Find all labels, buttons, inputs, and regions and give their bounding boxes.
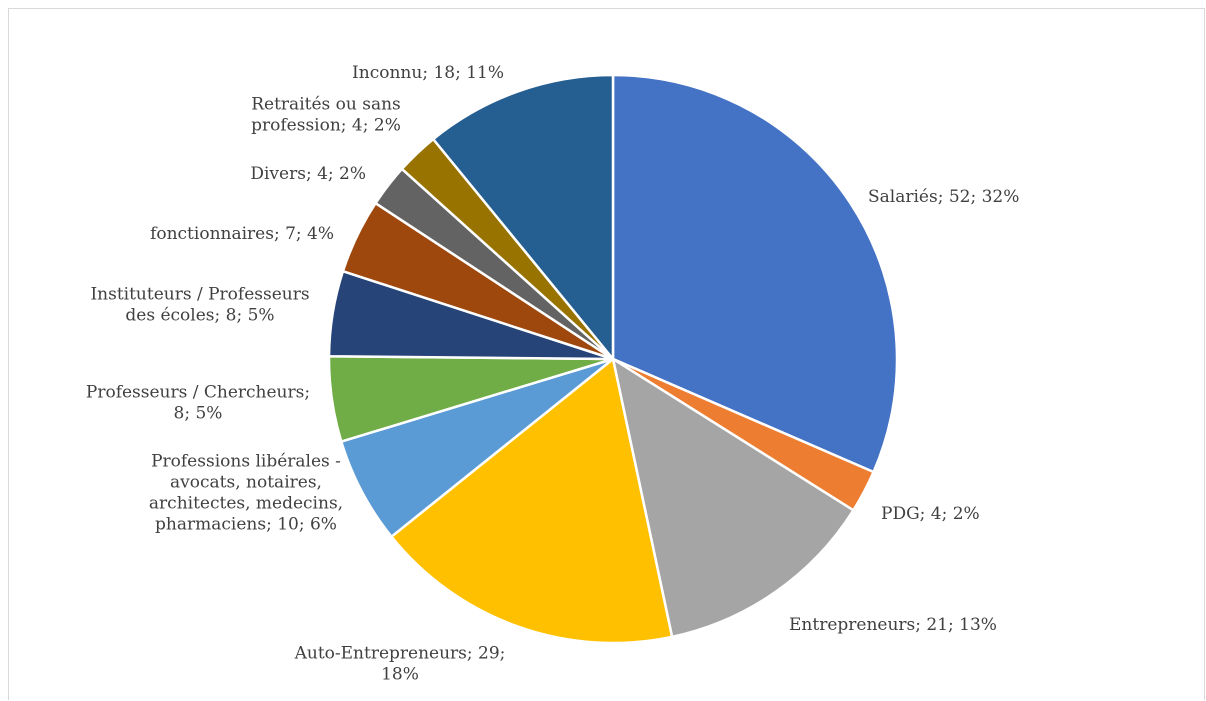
pie-slice-label-line: 18%: [381, 665, 419, 685]
pie-slice-label-line: Retraités ou sans: [251, 95, 401, 115]
pie-slice-label-3: Entrepreneurs; 21; 13%: [789, 615, 997, 635]
pie-slice-3: [611, 357, 855, 639]
pie-slice-4: [390, 357, 674, 645]
pie-slice-label-line: Divers; 4; 2%: [250, 164, 366, 184]
pie-slice-label-line: Salariés; 52; 32%: [868, 187, 1019, 207]
pie-slice-label-8: fonctionnaires; 7; 4%: [150, 224, 334, 244]
pie-slice-label-line: PDG; 4; 2%: [881, 504, 980, 524]
pie-slice-label-9: Divers; 4; 2%: [250, 164, 366, 184]
pie-slice-label-line: Professeurs / Chercheurs;: [86, 383, 310, 403]
pie-slice-label-line: fonctionnaires; 7; 4%: [150, 224, 334, 244]
pie-slice-label-line: Professions libérales -: [151, 452, 341, 472]
pie-slice-label-line: des écoles; 8; 5%: [125, 306, 274, 326]
pie-slice-label-line: Entrepreneurs; 21; 13%: [789, 615, 997, 635]
pie-slice-label-line: Instituteurs / Professeurs: [90, 285, 309, 305]
pie-slice-label-10: Retraités ou sans profession; 4; 2%: [251, 95, 401, 136]
pie-slice-label-4: Auto-Entrepreneurs; 29; 18%: [294, 644, 506, 685]
pie-slice-label-line: avocats, notaires,: [170, 473, 322, 493]
pie-slice-label-line: architectes, medecins,: [149, 494, 343, 514]
pie-slice-label-line: profession; 4; 2%: [251, 116, 401, 136]
pie-slice-11: [431, 73, 615, 361]
pie-slice-1: [611, 73, 899, 474]
pie-slice-label-1: Salariés; 52; 32%: [868, 187, 1019, 207]
pie-slice-label-5: Professions libérales -avocats, notaires…: [149, 452, 343, 535]
pie-slice-label-7: Instituteurs / Professeurs des écoles; 8;…: [90, 285, 309, 326]
pie-slice-label-line: 8; 5%: [174, 404, 223, 424]
pie-slices: [327, 73, 899, 645]
pie-slice-label-11: Inconnu; 18; 11%: [352, 63, 504, 83]
pie-slice-label-line: pharmaciens; 10; 6%: [155, 515, 337, 535]
pie-slice-label-line: Auto-Entrepreneurs; 29;: [294, 644, 506, 664]
pie-slice-label-line: Inconnu; 18; 11%: [352, 63, 504, 83]
pie-slice-label-2: PDG; 4; 2%: [881, 504, 980, 524]
pie-labels: Salariés; 52; 32% PDG; 4; 2% Entrepreneurs…: [86, 63, 1019, 685]
pie-slice-label-6: Professeurs / Chercheurs; 8; 5%: [86, 383, 310, 424]
